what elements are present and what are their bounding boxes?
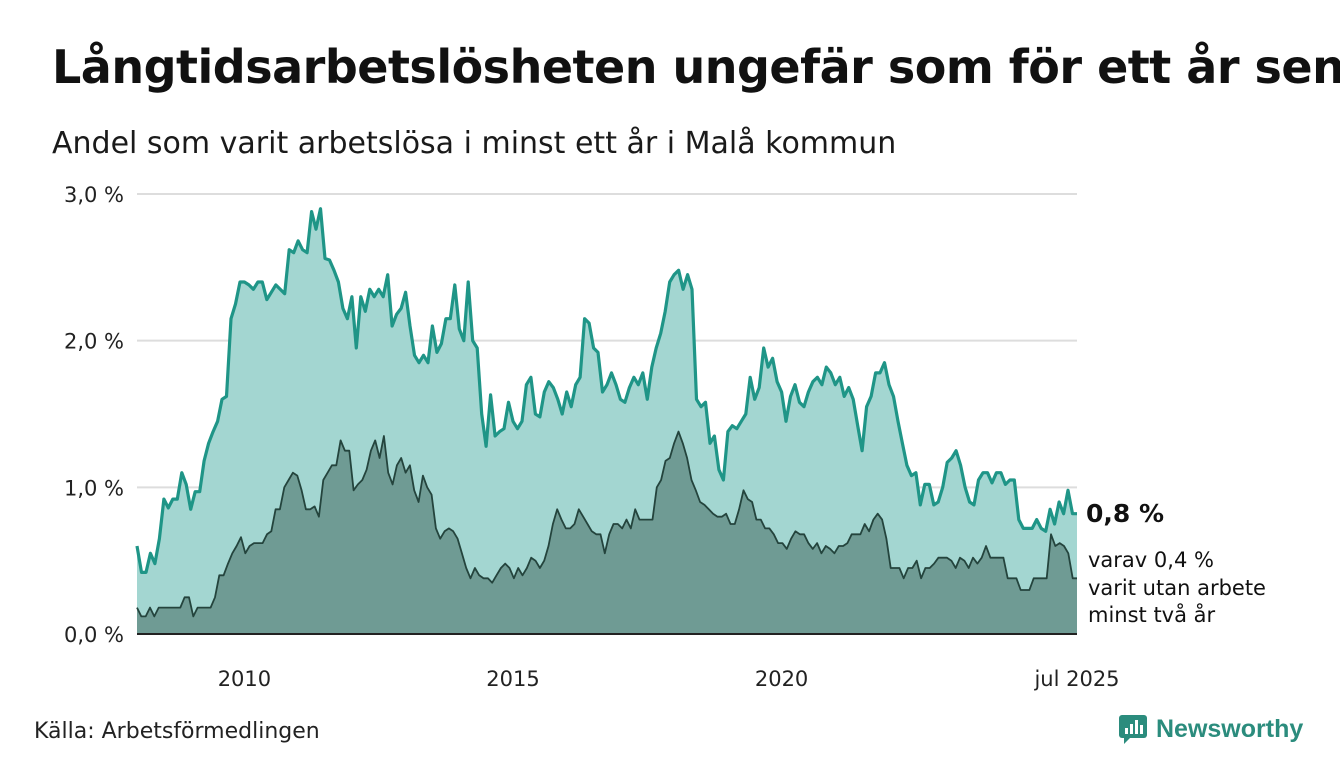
y-tick-label: 0,0 %	[64, 623, 124, 647]
chart-subtitle: Andel som varit arbetslösa i minst ett å…	[52, 126, 897, 161]
series-lines	[135, 207, 1077, 635]
y-axis-labels: 0,0 % 1,0 % 2,0 % 3,0 %	[64, 183, 124, 647]
series-2-area	[137, 431, 1077, 634]
x-axis-labels: 2010 2015 2020 jul 2025	[218, 667, 1120, 691]
x-tick-label: jul 2025	[1033, 667, 1119, 691]
y-tick-label: 3,0 %	[64, 183, 124, 207]
end-label-sub-2: varit utan arbete	[1088, 576, 1266, 600]
newsworthy-logo-icon	[1119, 715, 1147, 744]
brand: Newsworthy	[1118, 714, 1303, 744]
y-tick-label: 2,0 %	[64, 330, 124, 354]
series-areas	[137, 208, 1077, 634]
x-tick-label: 2020	[755, 667, 808, 691]
series-2-line	[136, 430, 1077, 618]
source-note: Källa: Arbetsförmedlingen	[34, 719, 320, 744]
y-tick-label: 1,0 %	[64, 476, 124, 500]
brand-name: Newsworthy	[1156, 714, 1304, 743]
end-label-sub-1: varav 0,4 %	[1088, 548, 1214, 572]
end-label-main: 0,8 %	[1086, 499, 1164, 528]
x-tick-label: 2010	[218, 667, 271, 691]
series-1-line	[135, 207, 1077, 575]
x-tick-label: 2015	[486, 667, 539, 691]
chart-title: Långtidsarbetslösheten ungefär som för e…	[52, 40, 1340, 94]
end-label-sub-3: minst två år	[1088, 602, 1216, 627]
